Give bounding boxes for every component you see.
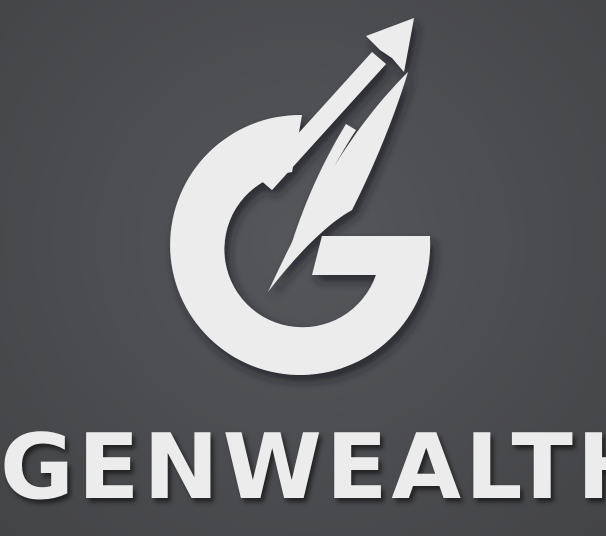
feather-swoosh-shape xyxy=(268,72,408,292)
g-arrow-logo-icon xyxy=(170,18,431,375)
g-ring-shape xyxy=(170,114,431,375)
feather-inner-stroke-shape xyxy=(286,124,356,262)
arrow-shaft-shape xyxy=(258,52,386,190)
arrow-head-shape xyxy=(366,18,414,72)
brand-wordmark: GENWEALTH xyxy=(0,415,606,520)
